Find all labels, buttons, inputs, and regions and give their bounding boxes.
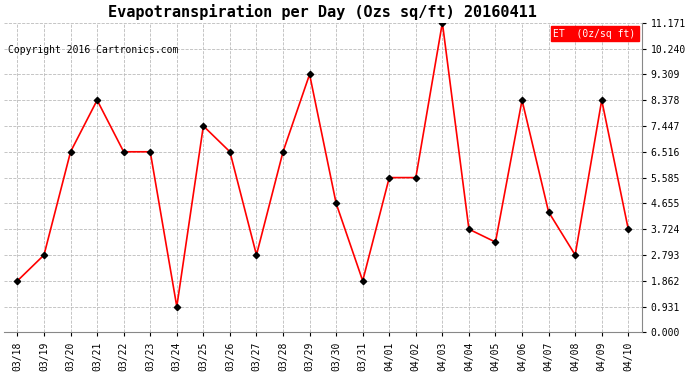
Point xyxy=(304,71,315,77)
Point xyxy=(277,149,288,155)
Point xyxy=(437,20,448,26)
Point xyxy=(384,175,395,181)
Point xyxy=(198,123,209,129)
Point xyxy=(464,226,475,232)
Point xyxy=(411,175,422,181)
Text: Copyright 2016 Cartronics.com: Copyright 2016 Cartronics.com xyxy=(8,45,178,55)
Point xyxy=(570,252,581,258)
Point xyxy=(596,97,607,103)
Point xyxy=(517,97,528,103)
Point xyxy=(623,226,634,232)
Point xyxy=(118,149,129,155)
Point xyxy=(543,209,554,215)
Point xyxy=(490,239,501,245)
Point xyxy=(331,200,342,206)
Point xyxy=(65,149,76,155)
Point xyxy=(145,149,156,155)
Point xyxy=(224,149,235,155)
Title: Evapotranspiration per Day (Ozs sq/ft) 20160411: Evapotranspiration per Day (Ozs sq/ft) 2… xyxy=(108,4,538,20)
Point xyxy=(92,97,103,103)
Point xyxy=(357,278,368,284)
Point xyxy=(39,252,50,258)
Point xyxy=(251,252,262,258)
Point xyxy=(171,304,182,310)
Point xyxy=(12,278,23,284)
